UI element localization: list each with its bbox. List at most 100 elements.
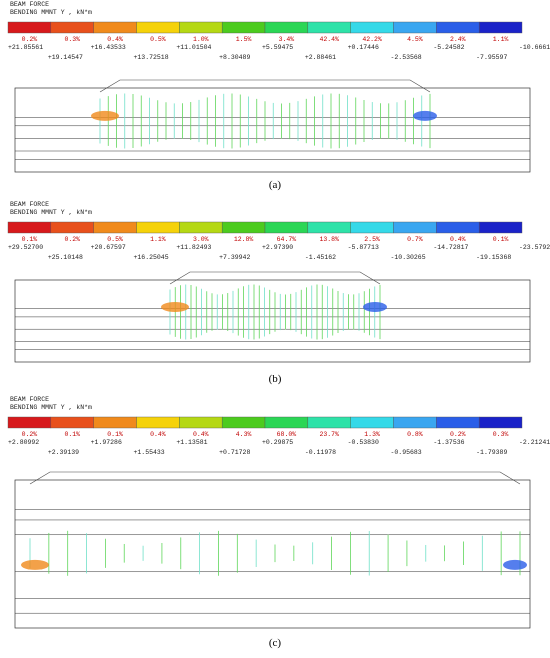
legend-value: +1.55433	[134, 449, 165, 456]
legend-header: BEAM FORCE	[10, 1, 49, 8]
model-frame	[14, 87, 531, 173]
legend-percentage: 0.3%	[64, 36, 80, 43]
embankment	[29, 471, 521, 485]
legend-swatch	[393, 416, 437, 429]
legend-swatch	[478, 221, 523, 234]
legend-value: -2.53568	[391, 54, 422, 61]
legend-header: BENDING MMNT Y , kN*m	[10, 209, 92, 216]
legend-percentage: 1.1%	[493, 36, 509, 43]
legend-swatch	[436, 221, 480, 234]
legend-swatch	[221, 21, 266, 34]
legend-value: -1.79389	[476, 449, 507, 456]
legend-value: -1.37536	[433, 439, 464, 446]
legend-value: +2.97390	[262, 244, 293, 251]
moment-peak-positive	[91, 110, 119, 121]
embankment	[169, 271, 381, 285]
legend-swatch	[264, 21, 309, 34]
legend-swatch	[136, 21, 180, 34]
legend-percentage: 23.7%	[319, 431, 339, 438]
legend-swatch	[393, 21, 437, 34]
model-frame	[14, 279, 531, 363]
legend-swatch	[221, 416, 266, 429]
legend-percentage: 4.3%	[236, 431, 252, 438]
legend-swatch	[93, 21, 137, 34]
legend-percentage: 42.2%	[362, 36, 382, 43]
caption: (c)	[269, 637, 282, 649]
legend-value: -10.30265	[391, 254, 426, 261]
legend-percentage: 42.4%	[319, 36, 339, 43]
legend-value: -10.66611	[519, 44, 550, 51]
legend-swatch	[136, 416, 180, 429]
legend-swatch	[264, 221, 309, 234]
legend-swatch	[307, 21, 351, 34]
legend-value: +19.14547	[48, 54, 83, 61]
legend-swatch	[50, 416, 94, 429]
model-frame	[14, 479, 531, 629]
legend-swatch	[50, 221, 94, 234]
caption: (a)	[269, 179, 282, 191]
legend-swatch	[179, 416, 223, 429]
legend-swatch	[478, 416, 523, 429]
legend-percentage: 3.0%	[193, 236, 209, 243]
legend-value: +2.88461	[305, 54, 336, 61]
legend-percentage: 0.1%	[64, 431, 80, 438]
legend-value: -5.24582	[433, 44, 464, 51]
legend-swatch	[264, 416, 309, 429]
legend-percentage: 0.1%	[22, 236, 38, 243]
legend-header: BEAM FORCE	[10, 396, 49, 403]
legend-swatch	[179, 221, 223, 234]
legend-percentage: 1.0%	[193, 36, 209, 43]
legend-swatch	[436, 416, 480, 429]
legend-percentage: 3.4%	[279, 36, 295, 43]
caption: (b)	[269, 373, 282, 385]
moment-peak-negative	[503, 559, 527, 570]
legend-swatch	[436, 21, 480, 34]
legend-percentage: 2.5%	[364, 236, 380, 243]
legend-percentage: 68.0%	[277, 431, 297, 438]
legend-percentage: 0.2%	[64, 236, 80, 243]
legend-swatch	[7, 21, 52, 34]
legend-value: -23.57920	[519, 244, 550, 251]
legend-value: -0.11978	[305, 449, 336, 456]
legend-percentage: 1.1%	[150, 236, 166, 243]
legend-value: +2.39139	[48, 449, 79, 456]
moment-peak-negative	[363, 302, 387, 312]
legend-percentage: 4.5%	[407, 36, 423, 43]
legend-percentage: 0.2%	[450, 431, 466, 438]
legend-value: -1.45162	[305, 254, 336, 261]
legend-percentage: 1.5%	[236, 36, 252, 43]
legend-swatch	[93, 416, 137, 429]
legend-value: -5.87713	[348, 244, 379, 251]
legend-value: -19.15368	[476, 254, 511, 261]
legend-swatch	[478, 21, 523, 34]
legend-swatch	[179, 21, 223, 34]
legend-value: +13.72518	[134, 54, 169, 61]
legend-value: -2.21241	[519, 439, 550, 446]
legend-value: -0.95683	[391, 449, 422, 456]
legend-swatch	[7, 416, 52, 429]
legend-value: +0.29875	[262, 439, 293, 446]
legend-swatch	[307, 221, 351, 234]
moment-peak-positive	[161, 302, 189, 312]
legend-swatch	[221, 221, 266, 234]
legend-percentage: 0.2%	[22, 431, 38, 438]
legend-swatch	[393, 221, 437, 234]
moment-peak-negative	[413, 110, 437, 121]
legend-percentage: 0.4%	[450, 236, 466, 243]
legend-value: +0.71728	[219, 449, 250, 456]
legend-value: +21.85561	[8, 44, 43, 51]
legend-value: +2.80992	[8, 439, 39, 446]
legend-swatch	[350, 416, 394, 429]
legend-percentage: 0.5%	[107, 236, 123, 243]
legend-swatch	[307, 416, 351, 429]
legend-value: +29.52700	[8, 244, 43, 251]
legend-value: +1.13581	[176, 439, 207, 446]
legend-percentage: 2.4%	[450, 36, 466, 43]
legend-percentage: 12.8%	[234, 236, 254, 243]
legend-header: BENDING MMNT Y , kN*m	[10, 9, 92, 16]
legend-percentage: 64.7%	[277, 236, 297, 243]
legend-value: +7.39942	[219, 254, 250, 261]
legend-percentage: 0.1%	[493, 236, 509, 243]
legend-value: -0.53830	[348, 439, 379, 446]
